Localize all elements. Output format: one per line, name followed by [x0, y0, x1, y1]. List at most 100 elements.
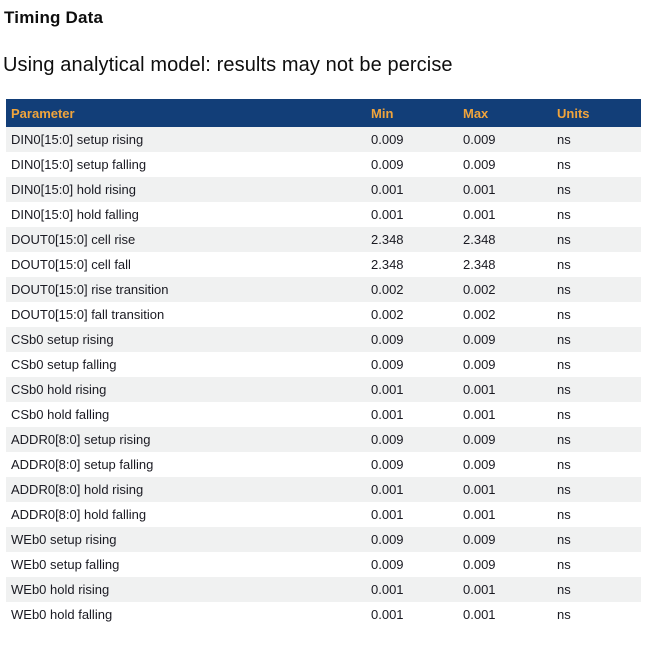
- cell-units: ns: [557, 282, 571, 297]
- table-row: ADDR0[8:0] hold falling 0.001 0.001 ns: [6, 502, 641, 527]
- cell-units: ns: [557, 332, 571, 347]
- cell-units: ns: [557, 407, 571, 422]
- cell-parameter: CSb0 setup rising: [11, 332, 114, 347]
- cell-parameter: CSb0 hold rising: [11, 382, 107, 397]
- cell-min: 0.001: [371, 382, 404, 397]
- cell-parameter: DOUT0[15:0] cell rise: [11, 232, 136, 247]
- cell-max: 0.001: [463, 582, 496, 597]
- cell-min: 0.002: [371, 282, 404, 297]
- cell-parameter: WEb0 setup falling: [11, 557, 120, 572]
- column-header-units: Units: [552, 99, 641, 127]
- cell-parameter: CSb0 setup falling: [11, 357, 117, 372]
- cell-min: 0.001: [371, 482, 404, 497]
- cell-units: ns: [557, 607, 571, 622]
- cell-parameter: ADDR0[8:0] hold falling: [11, 507, 147, 522]
- table-row: CSb0 setup falling 0.009 0.009 ns: [6, 352, 641, 377]
- cell-units: ns: [557, 432, 571, 447]
- cell-units: ns: [557, 532, 571, 547]
- cell-units: ns: [557, 482, 571, 497]
- table-row: DIN0[15:0] hold falling 0.001 0.001 ns: [6, 202, 641, 227]
- cell-units: ns: [557, 232, 571, 247]
- cell-units: ns: [557, 207, 571, 222]
- cell-parameter: ADDR0[8:0] setup rising: [11, 432, 151, 447]
- page-title: Timing Data: [4, 8, 104, 27]
- cell-max: 0.009: [463, 557, 496, 572]
- table-row: CSb0 setup rising 0.009 0.009 ns: [6, 327, 641, 352]
- cell-parameter: DIN0[15:0] hold falling: [11, 207, 139, 222]
- cell-max: 0.001: [463, 607, 496, 622]
- table-row: CSb0 hold rising 0.001 0.001 ns: [6, 377, 641, 402]
- cell-max: 0.001: [463, 207, 496, 222]
- cell-parameter: DIN0[15:0] setup rising: [11, 132, 144, 147]
- table-row: DIN0[15:0] setup falling 0.009 0.009 ns: [6, 152, 641, 177]
- cell-units: ns: [557, 557, 571, 572]
- table-header-row: Parameter Min Max Units: [6, 99, 641, 127]
- cell-max: 0.009: [463, 332, 496, 347]
- column-header-parameter: Parameter: [6, 99, 366, 127]
- table-row: DOUT0[15:0] cell fall 2.348 2.348 ns: [6, 252, 641, 277]
- cell-units: ns: [557, 257, 571, 272]
- cell-units: ns: [557, 182, 571, 197]
- cell-parameter: DOUT0[15:0] cell fall: [11, 257, 131, 272]
- cell-min: 0.001: [371, 507, 404, 522]
- cell-parameter: DOUT0[15:0] rise transition: [11, 282, 169, 297]
- cell-max: 0.009: [463, 357, 496, 372]
- cell-min: 0.009: [371, 157, 404, 172]
- table-row: DIN0[15:0] setup rising 0.009 0.009 ns: [6, 127, 641, 152]
- cell-units: ns: [557, 357, 571, 372]
- cell-max: 0.002: [463, 282, 496, 297]
- cell-min: 0.001: [371, 207, 404, 222]
- table-row: DOUT0[15:0] fall transition 0.002 0.002 ns: [6, 302, 641, 327]
- cell-units: ns: [557, 457, 571, 472]
- table-row: CSb0 hold falling 0.001 0.001 ns: [6, 402, 641, 427]
- table-row: DIN0[15:0] hold rising 0.001 0.001 ns: [6, 177, 641, 202]
- cell-min: 0.009: [371, 132, 404, 147]
- cell-max: 0.002: [463, 307, 496, 322]
- table-row: ADDR0[8:0] setup falling 0.009 0.009 ns: [6, 452, 641, 477]
- cell-parameter: DOUT0[15:0] fall transition: [11, 307, 165, 322]
- cell-parameter: WEb0 hold falling: [11, 607, 113, 622]
- cell-min: 0.009: [371, 357, 404, 372]
- cell-max: 0.001: [463, 482, 496, 497]
- cell-min: 0.001: [371, 182, 404, 197]
- cell-max: 0.009: [463, 157, 496, 172]
- cell-units: ns: [557, 582, 571, 597]
- cell-parameter: DIN0[15:0] hold rising: [11, 182, 137, 197]
- cell-max: 0.001: [463, 182, 496, 197]
- table-row: WEb0 setup rising 0.009 0.009 ns: [6, 527, 641, 552]
- table-row: WEb0 hold falling 0.001 0.001 ns: [6, 602, 641, 627]
- cell-max: 0.009: [463, 457, 496, 472]
- cell-min: 0.009: [371, 532, 404, 547]
- table-body: DIN0[15:0] setup rising 0.009 0.009 ns DIN0[…: [6, 127, 641, 627]
- table-row: WEb0 hold rising 0.001 0.001 ns: [6, 577, 641, 602]
- cell-units: ns: [557, 382, 571, 397]
- timing-table: Parameter Min Max Units DIN0[15:0] setup…: [6, 99, 641, 627]
- cell-min: 0.009: [371, 332, 404, 347]
- cell-max: 2.348: [463, 257, 496, 272]
- table-row: WEb0 setup falling 0.009 0.009 ns: [6, 552, 641, 577]
- cell-min: 0.009: [371, 557, 404, 572]
- column-header-max: Max: [458, 99, 552, 127]
- cell-min: 0.009: [371, 432, 404, 447]
- cell-min: 0.001: [371, 407, 404, 422]
- table-row: DOUT0[15:0] rise transition 0.002 0.002 ns: [6, 277, 641, 302]
- cell-parameter: CSb0 hold falling: [11, 407, 110, 422]
- cell-parameter: WEb0 hold rising: [11, 582, 110, 597]
- cell-parameter: WEb0 setup rising: [11, 532, 117, 547]
- cell-max: 0.009: [463, 432, 496, 447]
- table-row: ADDR0[8:0] setup rising 0.009 0.009 ns: [6, 427, 641, 452]
- page-subtitle: Using analytical model: results may not …: [3, 54, 453, 76]
- cell-max: 0.009: [463, 132, 496, 147]
- cell-units: ns: [557, 307, 571, 322]
- cell-parameter: DIN0[15:0] setup falling: [11, 157, 147, 172]
- cell-min: 0.001: [371, 607, 404, 622]
- cell-min: 0.001: [371, 582, 404, 597]
- cell-parameter: ADDR0[8:0] hold rising: [11, 482, 144, 497]
- table-row: DOUT0[15:0] cell rise 2.348 2.348 ns: [6, 227, 641, 252]
- table-row: ADDR0[8:0] hold rising 0.001 0.001 ns: [6, 477, 641, 502]
- cell-max: 0.001: [463, 382, 496, 397]
- cell-min: 0.002: [371, 307, 404, 322]
- cell-max: 2.348: [463, 232, 496, 247]
- cell-units: ns: [557, 157, 571, 172]
- cell-max: 0.001: [463, 507, 496, 522]
